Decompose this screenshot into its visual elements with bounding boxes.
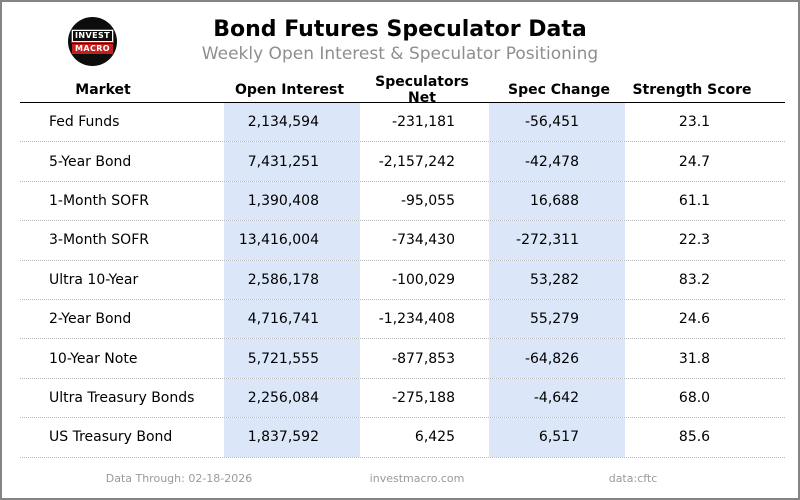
table-row: Fed Funds 2,134,594 -231,181 -56,451 23.…	[20, 103, 785, 143]
table-row: Ultra 10-Year 2,586,178 -100,029 53,282 …	[20, 260, 785, 300]
cell-strength-score: 68.0	[678, 389, 711, 406]
cell-open-interest: 2,256,084	[224, 378, 360, 418]
table-row: 10-Year Note 5,721,555 -877,853 -64,826 …	[20, 339, 785, 379]
cell-strength-score: 23.1	[678, 114, 711, 131]
cell-open-interest: 5,721,555	[224, 339, 360, 378]
cell-market: 3-Month SOFR	[49, 232, 149, 249]
cell-market: 2-Year Bond	[49, 311, 132, 328]
table-row: 2-Year Bond 4,716,741 -1,234,408 55,279 …	[20, 299, 785, 340]
cell-open-interest: 4,716,741	[224, 299, 360, 339]
cell-market: Fed Funds	[49, 114, 120, 131]
cell-market: 10-Year Note	[49, 350, 138, 367]
cell-strength-score: 24.6	[678, 311, 711, 328]
table-row: Ultra Treasury Bonds 2,256,084 -275,188 …	[20, 378, 785, 419]
cell-spec-change: -42,478	[489, 142, 625, 181]
column-header-strength-score: Strength Score	[632, 82, 752, 98]
page-title: Bond Futures Speculator Data	[213, 17, 587, 42]
footer-data-through: Data Through: 02-18-2026	[105, 472, 253, 485]
column-header-speculators-net: Speculators Net	[375, 74, 469, 106]
cell-spec-change: -272,311	[489, 221, 625, 260]
table-row: US Treasury Bond 1,837,592 6,425 6,517 8…	[20, 418, 785, 458]
column-header-open-interest: Open Interest	[234, 82, 345, 98]
cell-open-interest: 13,416,004	[224, 221, 360, 260]
cell-strength-score: 85.6	[678, 429, 711, 446]
column-header-market: Market	[75, 82, 131, 98]
cell-strength-score: 24.7	[678, 153, 711, 170]
cell-spec-change: -56,451	[489, 103, 625, 142]
logo-invest-text: INVEST	[71, 28, 114, 43]
cell-market: Ultra Treasury Bonds	[49, 389, 195, 406]
data-table: Market Open Interest Speculators Net Spe…	[20, 74, 785, 458]
cell-speculators-net: -2,157,242	[378, 153, 455, 170]
logo-macro-text: MACRO	[72, 43, 113, 54]
cell-open-interest: 7,431,251	[224, 142, 360, 181]
cell-strength-score: 31.8	[678, 350, 711, 367]
cell-speculators-net: -1,234,408	[378, 311, 455, 328]
cell-speculators-net: -100,029	[392, 271, 455, 288]
table-header-row: Market Open Interest Speculators Net Spe…	[20, 74, 785, 106]
footer-website: investmacro.com	[369, 472, 465, 485]
cell-speculators-net: -95,055	[400, 192, 455, 209]
table-row: 1-Month SOFR 1,390,408 -95,055 16,688 61…	[20, 181, 785, 222]
footer-data-source: data:cftc	[608, 472, 658, 485]
cell-open-interest: 1,837,592	[224, 418, 360, 457]
cell-speculators-net: 6,425	[414, 429, 455, 446]
cell-open-interest: 1,390,408	[224, 181, 360, 221]
cell-spec-change: -4,642	[489, 378, 625, 418]
column-header-spec-change: Spec Change	[508, 82, 610, 98]
table-row: 3-Month SOFR 13,416,004 -734,430 -272,31…	[20, 221, 785, 261]
page-subtitle: Weekly Open Interest & Speculator Positi…	[201, 44, 599, 64]
cell-market: Ultra 10-Year	[49, 271, 139, 288]
cell-open-interest: 2,134,594	[224, 103, 360, 142]
cell-spec-change: 6,517	[489, 418, 625, 457]
cell-speculators-net: -275,188	[392, 389, 455, 406]
cell-spec-change: 53,282	[489, 260, 625, 299]
cell-speculators-net: -877,853	[392, 350, 455, 367]
cell-speculators-net: -734,430	[392, 232, 455, 249]
investmacro-logo: INVEST MACRO	[68, 17, 117, 66]
cell-strength-score: 83.2	[678, 271, 711, 288]
cell-open-interest: 2,586,178	[224, 260, 360, 299]
table-row: 5-Year Bond 7,431,251 -2,157,242 -42,478…	[20, 142, 785, 182]
cell-market: US Treasury Bond	[49, 429, 173, 446]
cell-strength-score: 22.3	[678, 232, 711, 249]
cell-market: 5-Year Bond	[49, 153, 132, 170]
cell-spec-change: 16,688	[489, 181, 625, 221]
cell-spec-change: 55,279	[489, 299, 625, 339]
cell-strength-score: 61.1	[678, 192, 711, 209]
cell-spec-change: -64,826	[489, 339, 625, 378]
cell-market: 1-Month SOFR	[49, 192, 149, 209]
cell-speculators-net: -231,181	[392, 114, 455, 131]
